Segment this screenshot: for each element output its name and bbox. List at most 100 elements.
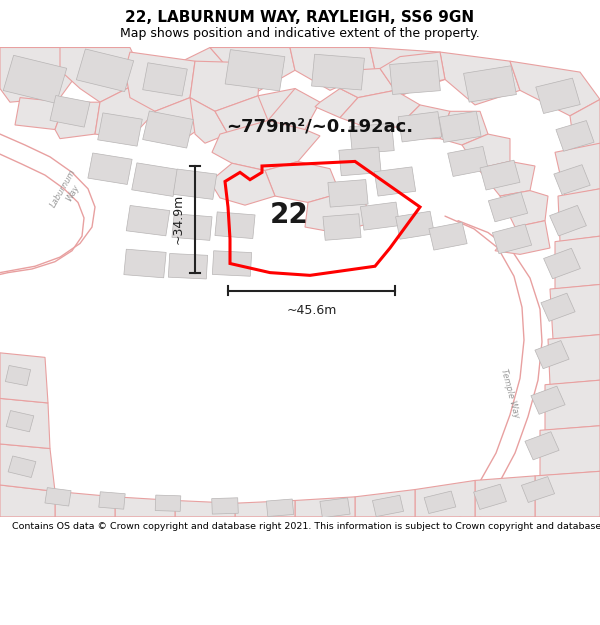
- Polygon shape: [429, 222, 467, 250]
- Text: Temple Way: Temple Way: [499, 368, 521, 419]
- Polygon shape: [415, 481, 475, 517]
- Polygon shape: [0, 353, 48, 403]
- Polygon shape: [210, 48, 295, 93]
- Polygon shape: [60, 48, 145, 102]
- Polygon shape: [0, 48, 80, 102]
- Polygon shape: [143, 111, 193, 148]
- Polygon shape: [155, 495, 181, 511]
- Text: 22, LABURNUM WAY, RAYLEIGH, SS6 9GN: 22, LABURNUM WAY, RAYLEIGH, SS6 9GN: [125, 9, 475, 24]
- Polygon shape: [265, 161, 340, 202]
- Text: Map shows position and indicative extent of the property.: Map shows position and indicative extent…: [120, 28, 480, 41]
- Polygon shape: [245, 89, 315, 125]
- Polygon shape: [98, 113, 142, 146]
- Text: ~779m²/~0.192ac.: ~779m²/~0.192ac.: [226, 118, 413, 136]
- Polygon shape: [212, 121, 320, 171]
- Polygon shape: [125, 52, 195, 111]
- Polygon shape: [328, 179, 368, 207]
- Polygon shape: [389, 61, 440, 94]
- Polygon shape: [320, 498, 350, 518]
- Polygon shape: [190, 61, 260, 111]
- Polygon shape: [225, 49, 285, 91]
- Polygon shape: [350, 123, 394, 154]
- Polygon shape: [535, 471, 600, 517]
- Polygon shape: [15, 98, 65, 129]
- Polygon shape: [212, 251, 251, 276]
- Polygon shape: [440, 52, 520, 105]
- Polygon shape: [521, 477, 554, 502]
- Polygon shape: [340, 69, 395, 98]
- Polygon shape: [315, 89, 358, 118]
- Polygon shape: [340, 91, 420, 129]
- Polygon shape: [268, 89, 320, 136]
- Polygon shape: [555, 236, 600, 289]
- Polygon shape: [0, 485, 55, 517]
- Polygon shape: [495, 221, 550, 254]
- Polygon shape: [0, 444, 55, 491]
- Polygon shape: [570, 99, 600, 152]
- Polygon shape: [266, 499, 293, 516]
- Polygon shape: [439, 111, 481, 142]
- Polygon shape: [550, 206, 586, 236]
- Polygon shape: [55, 102, 100, 139]
- Polygon shape: [373, 495, 404, 517]
- Polygon shape: [545, 380, 600, 430]
- Polygon shape: [95, 79, 160, 139]
- Polygon shape: [6, 411, 34, 432]
- Polygon shape: [215, 96, 268, 139]
- Polygon shape: [88, 153, 132, 184]
- Polygon shape: [370, 48, 445, 96]
- Polygon shape: [0, 398, 50, 449]
- Polygon shape: [536, 78, 580, 114]
- Polygon shape: [124, 249, 166, 278]
- Polygon shape: [355, 489, 415, 517]
- Polygon shape: [550, 284, 600, 339]
- Polygon shape: [3, 55, 67, 104]
- Polygon shape: [440, 111, 488, 145]
- Polygon shape: [76, 49, 134, 92]
- Polygon shape: [99, 492, 125, 509]
- Polygon shape: [155, 98, 205, 139]
- Polygon shape: [493, 224, 532, 254]
- Polygon shape: [510, 61, 600, 116]
- Polygon shape: [395, 211, 434, 239]
- Polygon shape: [175, 501, 235, 517]
- Polygon shape: [361, 202, 400, 230]
- Text: ~45.6m: ~45.6m: [286, 304, 337, 317]
- Polygon shape: [531, 386, 565, 414]
- Polygon shape: [500, 191, 548, 227]
- Polygon shape: [8, 456, 36, 478]
- Polygon shape: [290, 48, 375, 91]
- Polygon shape: [478, 161, 535, 196]
- Polygon shape: [541, 293, 575, 321]
- Polygon shape: [215, 212, 255, 239]
- Polygon shape: [544, 248, 580, 279]
- Polygon shape: [464, 66, 517, 102]
- Polygon shape: [473, 484, 506, 509]
- Polygon shape: [55, 491, 115, 517]
- Text: ~34.9m: ~34.9m: [172, 194, 185, 244]
- Polygon shape: [548, 334, 600, 385]
- Polygon shape: [311, 54, 364, 90]
- Polygon shape: [173, 169, 217, 199]
- Polygon shape: [424, 491, 456, 514]
- Polygon shape: [475, 476, 535, 517]
- Polygon shape: [172, 214, 212, 241]
- Text: Laburnum
Way: Laburnum Way: [49, 168, 87, 214]
- Polygon shape: [555, 143, 600, 196]
- Polygon shape: [305, 193, 370, 232]
- Polygon shape: [535, 341, 569, 369]
- Polygon shape: [525, 432, 559, 460]
- Polygon shape: [448, 146, 488, 176]
- Polygon shape: [480, 160, 520, 190]
- Polygon shape: [380, 52, 445, 91]
- Polygon shape: [126, 206, 170, 236]
- Text: Contains OS data © Crown copyright and database right 2021. This information is : Contains OS data © Crown copyright and d…: [12, 522, 600, 531]
- Polygon shape: [169, 254, 208, 279]
- Polygon shape: [5, 366, 31, 386]
- Polygon shape: [540, 426, 600, 476]
- Polygon shape: [398, 112, 442, 142]
- Polygon shape: [212, 498, 238, 514]
- Polygon shape: [210, 163, 275, 205]
- Polygon shape: [145, 48, 230, 107]
- Polygon shape: [190, 98, 228, 143]
